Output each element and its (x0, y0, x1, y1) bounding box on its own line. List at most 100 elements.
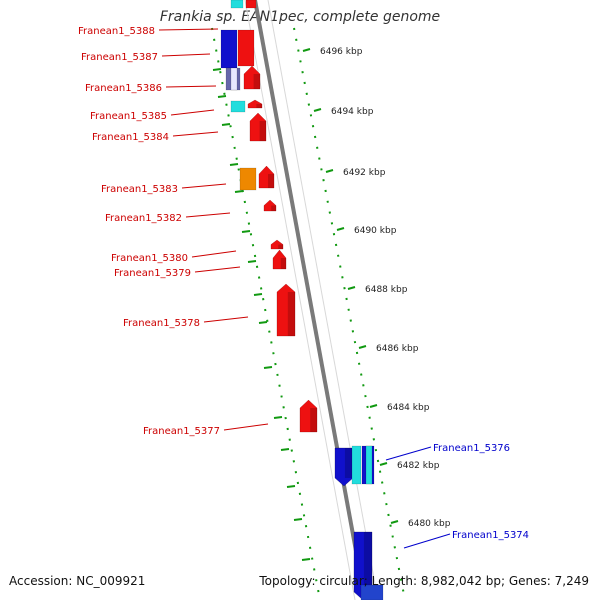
label-leader (165, 85, 217, 88)
label-leader (403, 533, 451, 549)
gene-label: Franean1_5387 (81, 52, 158, 63)
gene-forward-arrow-shade (287, 292, 295, 336)
gene-forward-arrow-shade (259, 121, 266, 141)
gene-forward-arrow-shade (268, 174, 274, 188)
gene-label: Franean1_5384 (92, 132, 169, 143)
gene-label: Franean1_5374 (452, 530, 529, 541)
ruler-tick (369, 404, 378, 408)
kbp-ruler: 6496 kbp 6494 kbp 6492 kbp 6490 kbp 6488 kbp… (211, 27, 451, 600)
ruler-tick (302, 48, 311, 52)
ruler-minor-tick (258, 321, 268, 324)
gene-label: Franean1_5383 (101, 184, 178, 195)
ruler-tick (358, 345, 367, 349)
gene-label: Franean1_5377 (143, 426, 220, 437)
gene-label: Franean1_5388 (78, 26, 155, 37)
gene-reverse (220, 29, 238, 69)
gene-forward-arrow-shade (253, 74, 260, 89)
ruler-tick-label: 6494 kbp (331, 107, 374, 117)
gene-forward (245, 0, 257, 9)
gene-label: Franean1_5378 (123, 318, 200, 329)
gene-forward-arrow-shade (256, 104, 262, 108)
ruler-tick (336, 227, 345, 231)
gene-features (220, 0, 384, 600)
gene-reverse-arrow-shade (363, 532, 372, 592)
ruler-minor-tick (280, 448, 290, 451)
ruler-minor-tick (286, 485, 296, 488)
gene-cyan (365, 445, 373, 485)
gene-label: Franean1_5376 (433, 443, 510, 454)
label-leader (223, 423, 269, 431)
ruler-minor-tick (217, 95, 227, 98)
ruler-minor-tick (241, 230, 251, 233)
gene-forward-arrow-shade (278, 244, 283, 249)
gene-reverse-arrow (334, 447, 354, 487)
ruler-tick-label: 6490 kbp (354, 226, 397, 236)
accession-text: Accession: NC_009921 (9, 574, 146, 588)
label-leader (203, 316, 249, 323)
ruler-minor-tick (253, 293, 263, 296)
ruler-tick (347, 286, 356, 290)
gene-reverse-highlight (230, 67, 238, 91)
map-title: Frankia sp. EAN1pec, complete genome (159, 9, 441, 25)
backbone-inner-edge (244, 0, 356, 600)
gene-forward-arrow-shade (271, 205, 276, 211)
ruler-tick-label: 6482 kbp (397, 461, 440, 471)
genome-summary-text: Topology: circular; Length: 8,982,042 bp… (259, 574, 589, 588)
gene-reverse-arrow-shade (344, 448, 353, 478)
ruler-minor-tick (247, 260, 257, 263)
gene-forward-arrow (272, 249, 287, 270)
ruler-tick (325, 169, 334, 173)
ruler-tick-label: 6480 kbp (408, 519, 451, 529)
gene-forward-arrow-shade (310, 408, 317, 432)
label-leader (161, 53, 211, 57)
ruler-minor-tick (273, 416, 283, 419)
gene-forward-arrow (276, 283, 296, 337)
ruler-tick (390, 520, 399, 524)
ruler-minor-tick (293, 518, 303, 521)
ruler-tick (313, 108, 322, 112)
gene-forward-arrow (299, 399, 318, 433)
gene-forward-arrow (249, 112, 267, 142)
ruler-tick (379, 462, 388, 466)
label-leader (185, 212, 231, 218)
gene-cyan (230, 100, 246, 113)
backbone (244, 0, 379, 600)
label-leader (170, 109, 215, 116)
ruler-tick-label: 6484 kbp (387, 403, 430, 413)
gene-forward-arrow (258, 165, 275, 189)
ruler-minor-tick (234, 190, 244, 193)
gene-label: Franean1_5380 (111, 253, 188, 264)
backbone-line (253, 0, 367, 600)
gene-forward-arrow (243, 65, 261, 90)
ruler-minor-tick (212, 68, 222, 71)
inner-ruler-track (211, 27, 321, 600)
ruler-tick-label: 6492 kbp (343, 168, 386, 178)
label-leader (191, 250, 237, 258)
gene-label: Franean1_5382 (105, 213, 182, 224)
gene-label: Franean1_5386 (85, 83, 162, 94)
gene-forward-arrow (263, 199, 277, 212)
gene-forward-arrow (270, 239, 284, 250)
outer-ruler-track (293, 27, 406, 600)
gene-orange (239, 167, 257, 191)
gene-label: Franean1_5385 (90, 111, 167, 122)
label-leader (172, 131, 219, 137)
gene-label: Franean1_5379 (114, 268, 191, 279)
gene-forward-arrow (247, 99, 263, 109)
gene-forward-arrow-shade (280, 258, 286, 269)
gene-cyan (230, 0, 244, 9)
ruler-minor-tick (229, 163, 239, 166)
gene-labels: Franean1_5388 Franean1_5387 Franean1_5386 F… (78, 26, 529, 549)
backbone-outer-edge (267, 0, 379, 600)
label-leader (181, 183, 227, 189)
ruler-minor-tick (263, 366, 273, 369)
label-leader (385, 446, 432, 461)
gene-reverse (360, 584, 384, 600)
ruler-minor-tick (301, 558, 311, 561)
ruler-minor-tick (221, 123, 231, 126)
label-leader (158, 28, 219, 31)
ruler-tick-label: 6488 kbp (365, 285, 408, 295)
ruler-tick-label: 6496 kbp (320, 47, 363, 57)
